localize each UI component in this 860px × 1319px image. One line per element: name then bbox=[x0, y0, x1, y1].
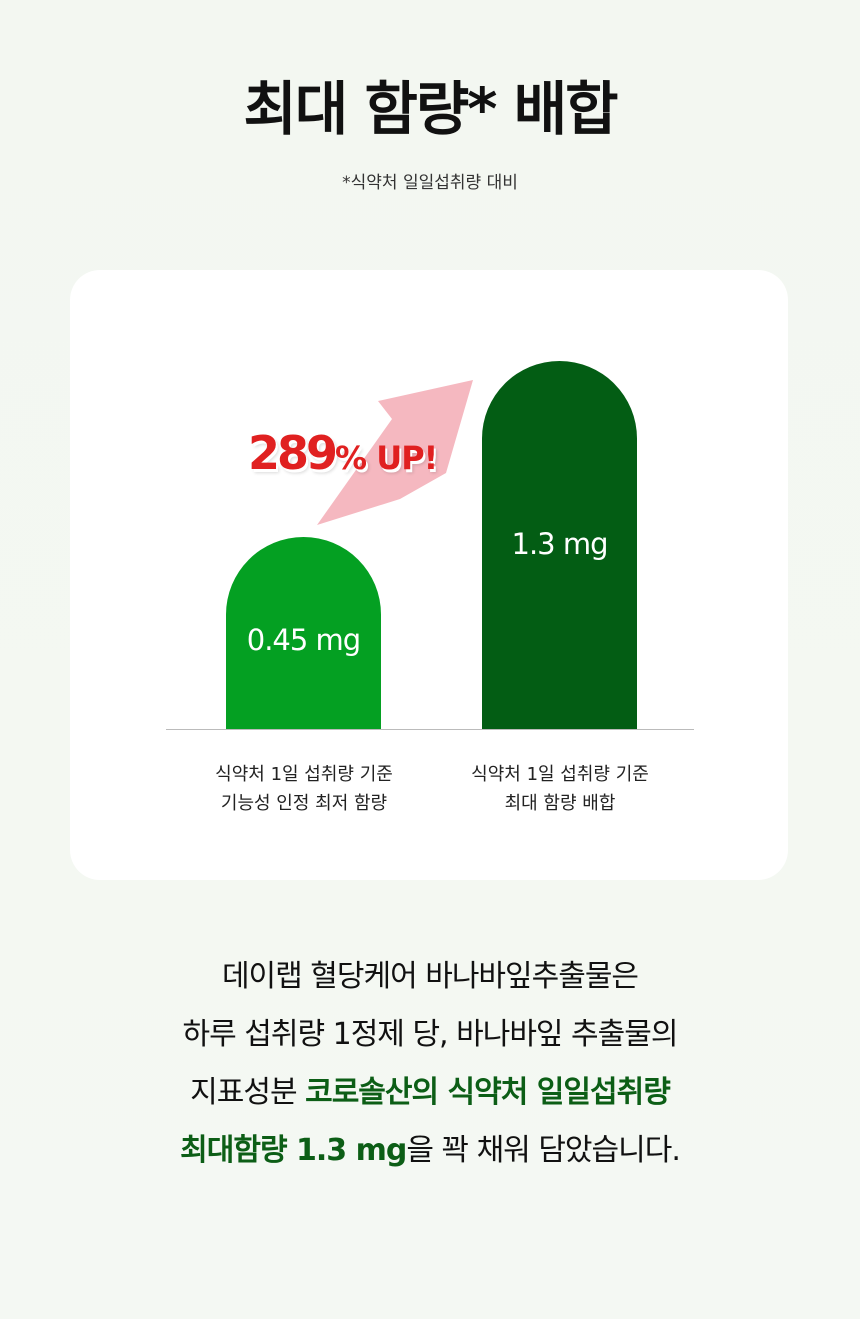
baseline bbox=[166, 729, 694, 730]
increase-annotation: 289% UP! bbox=[248, 426, 438, 480]
bar-max: 1.3 mg bbox=[482, 360, 637, 729]
category-label: 식약처 1일 섭취량 기준 기능성 인정 최저 함량 bbox=[215, 764, 393, 814]
bar-label: 1.3 mg bbox=[511, 526, 609, 561]
description: 데이랩 혈당케어 바나바잎추출물은 하루 섭취량 1정제 당, 바나바잎 추출물… bbox=[180, 959, 681, 1168]
bar-label: 0.45 mg bbox=[246, 623, 361, 658]
increase-arrow-icon bbox=[317, 380, 473, 525]
page-title: 최대 함량* 배합 bbox=[243, 75, 619, 143]
arrow-shape bbox=[317, 380, 473, 525]
category-label: 식약처 1일 섭취량 기준 최대 함량 배합 bbox=[471, 764, 649, 814]
bar-min: 0.45 mg bbox=[226, 536, 381, 729]
chart-card: 289% UP! 0.45 mg 1.3 mg 식약처 1일 섭취량 기준 기능성… bbox=[70, 270, 788, 880]
footnote: *식약처 일일섭취량 대비 bbox=[342, 173, 518, 193]
